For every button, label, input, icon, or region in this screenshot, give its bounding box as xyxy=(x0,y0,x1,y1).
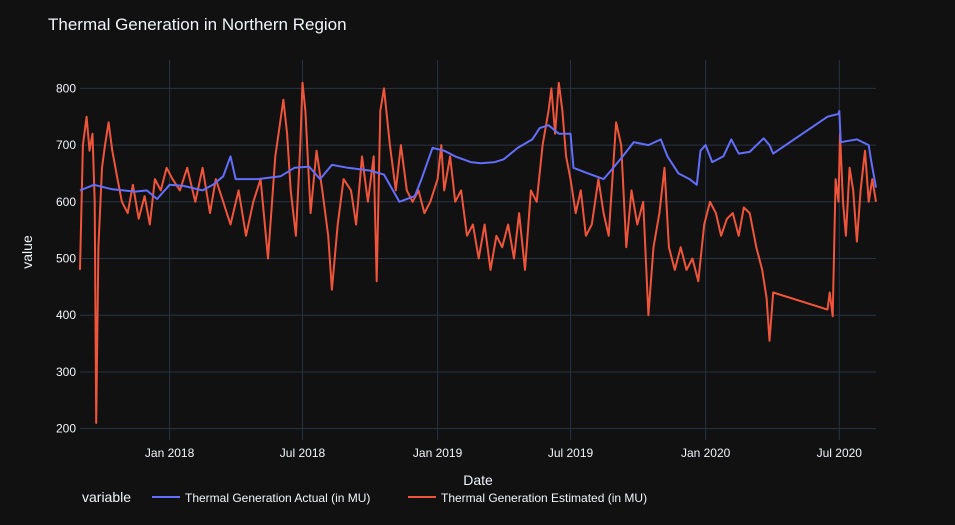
y-tick-label: 400 xyxy=(56,308,76,322)
chart-title: Thermal Generation in Northern Region xyxy=(48,15,347,34)
x-axis-ticks: Jan 2018 Jul 2018 Jan 2019 Jul 2019 Jan 2020… xyxy=(145,446,862,460)
series-line-estimated[interactable] xyxy=(79,81,877,424)
y-tick-label: 500 xyxy=(56,252,76,266)
series-layer xyxy=(79,81,877,424)
y-tick-label: 700 xyxy=(56,138,76,152)
legend-entry-estimated[interactable]: Thermal Generation Estimated (in MU) xyxy=(441,491,647,505)
x-tick-label: Jan 2019 xyxy=(413,446,463,460)
x-tick-label: Jul 2018 xyxy=(280,446,326,460)
legend-entry-actual[interactable]: Thermal Generation Actual (in MU) xyxy=(185,491,370,505)
series-line-actual[interactable] xyxy=(79,110,877,203)
x-axis-title: Date xyxy=(463,472,493,488)
y-tick-label: 600 xyxy=(56,195,76,209)
y-axis-ticks: 200 300 400 500 600 700 800 xyxy=(56,81,76,435)
legend-title: variable xyxy=(82,489,131,505)
x-tick-label: Jul 2020 xyxy=(817,446,863,460)
legend: variable Thermal Generation Actual (in M… xyxy=(82,489,647,505)
y-tick-label: 800 xyxy=(56,81,76,95)
grid xyxy=(80,60,876,440)
y-tick-label: 200 xyxy=(56,422,76,436)
x-tick-label: Jan 2020 xyxy=(681,446,731,460)
x-tick-label: Jul 2019 xyxy=(548,446,594,460)
y-axis-title: value xyxy=(19,235,35,269)
x-tick-label: Jan 2018 xyxy=(145,446,195,460)
y-tick-label: 300 xyxy=(56,365,76,379)
